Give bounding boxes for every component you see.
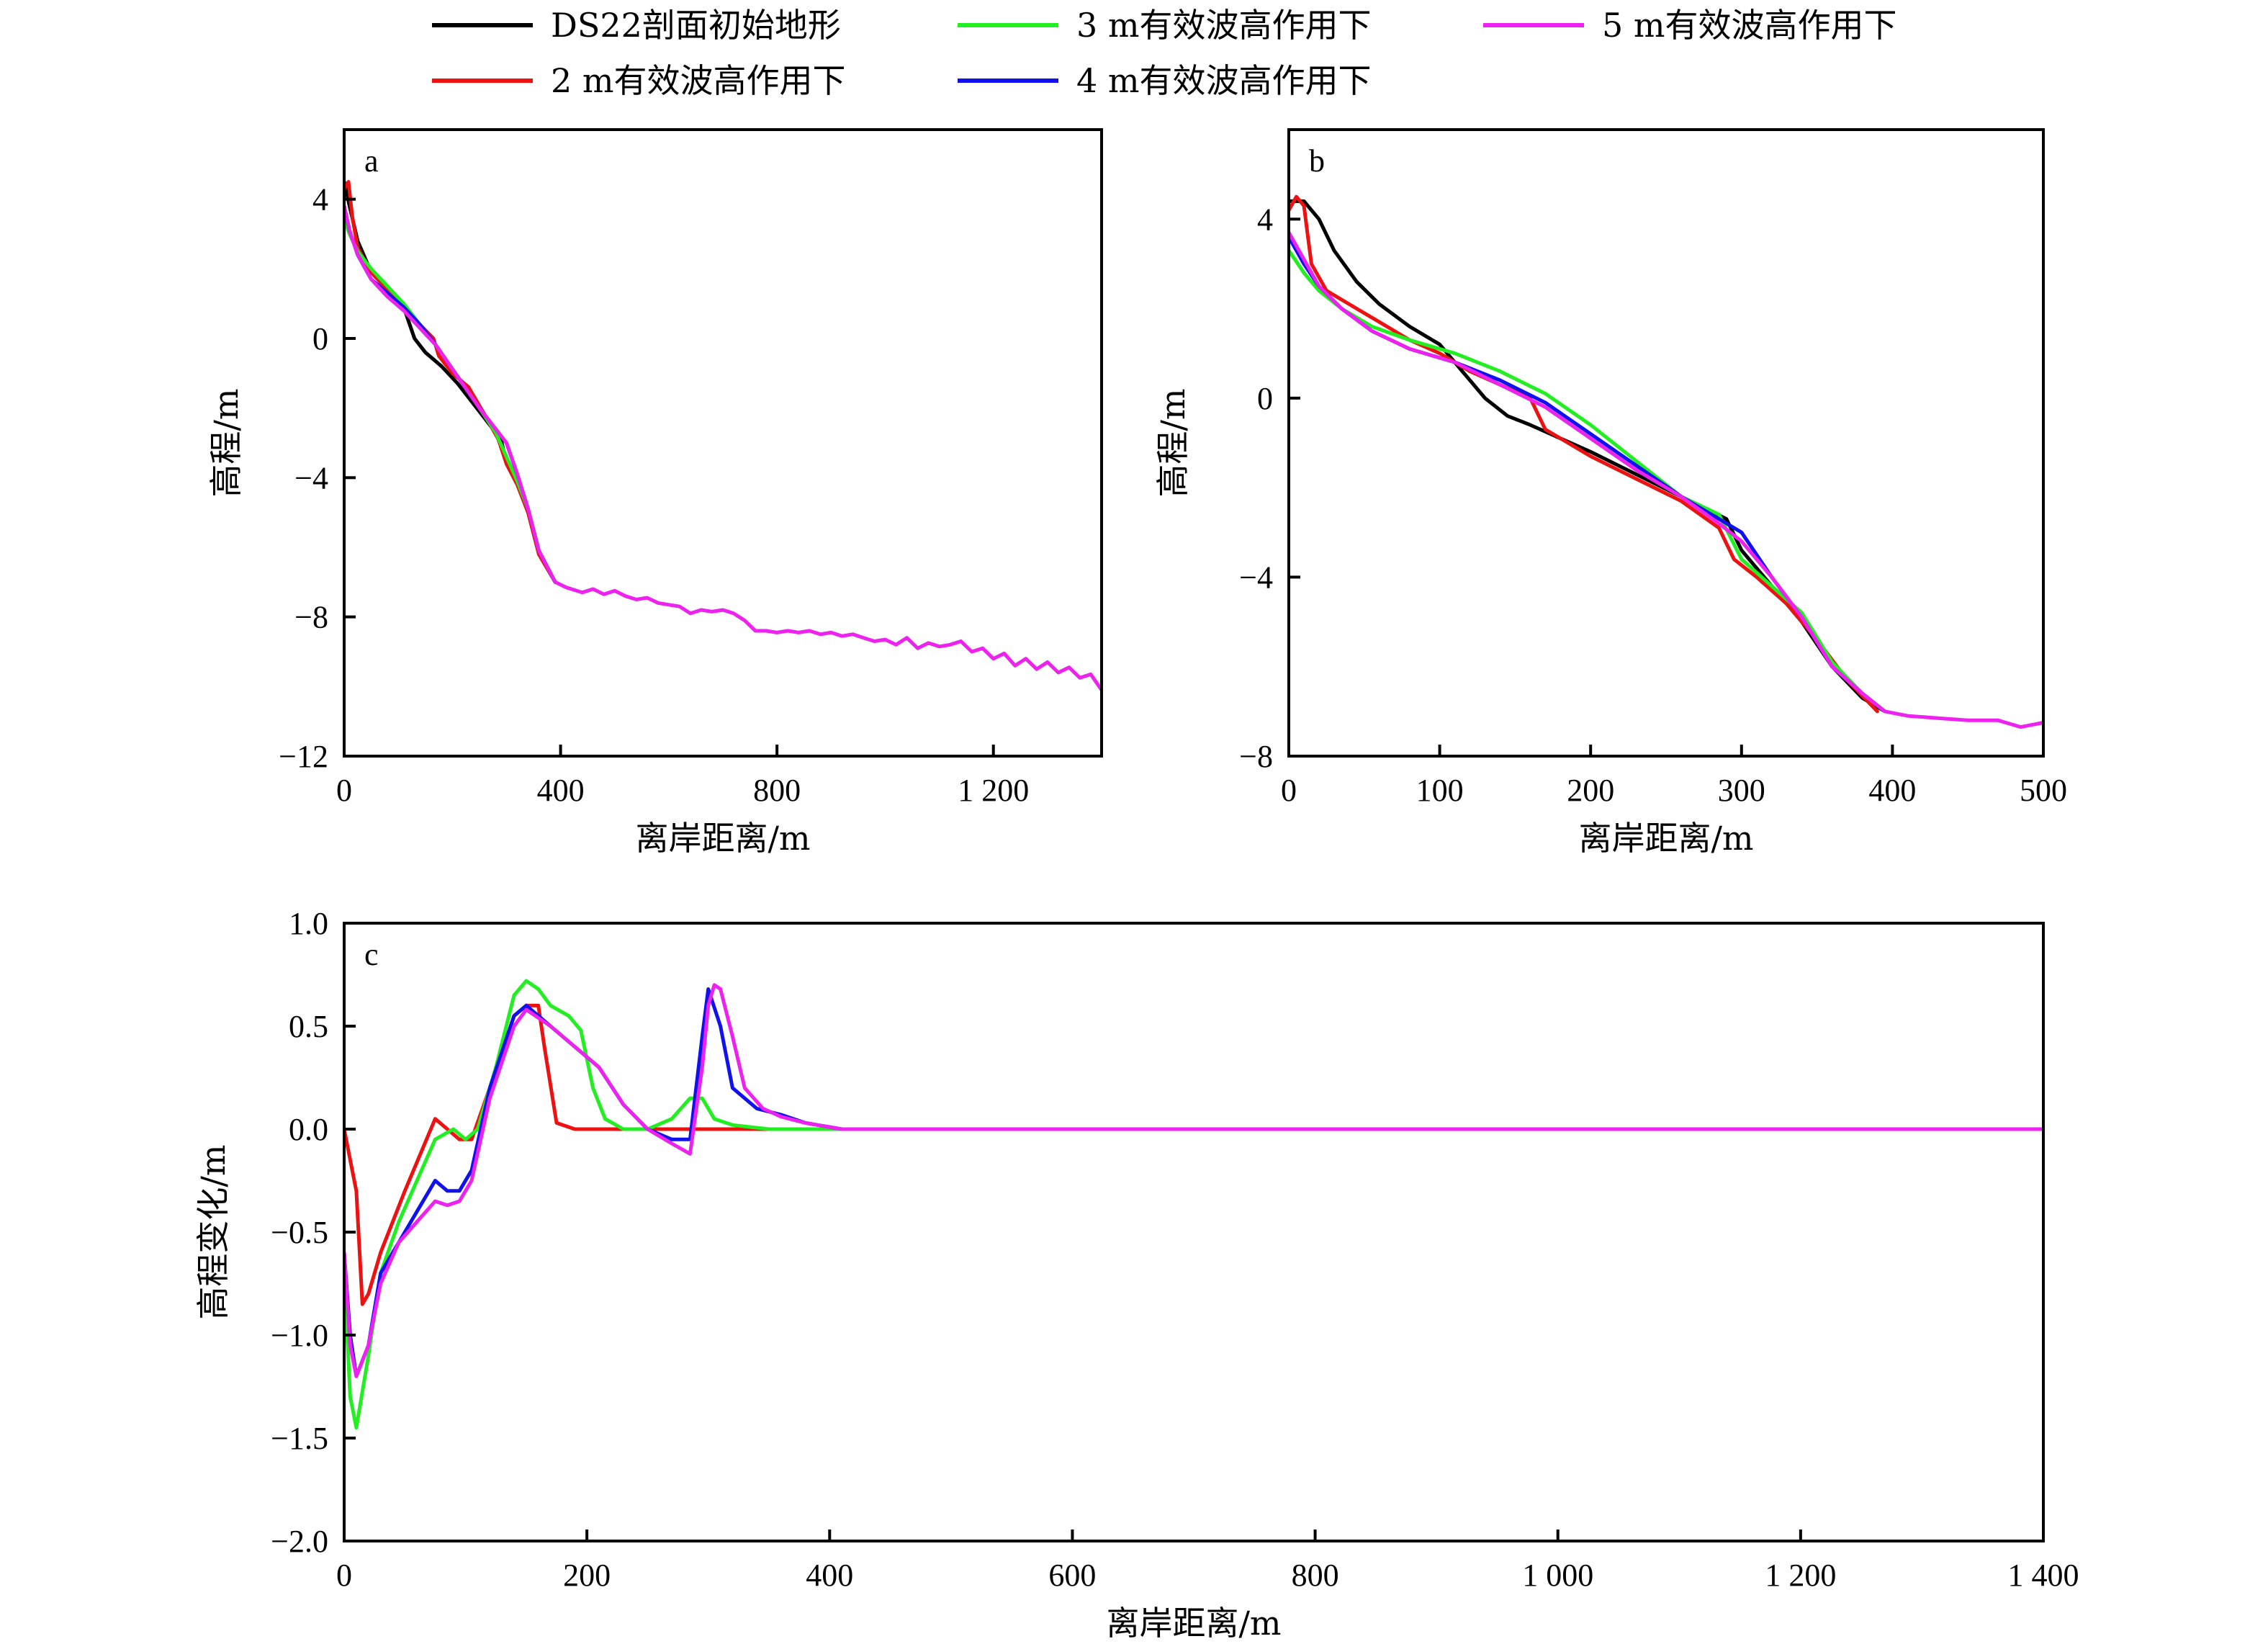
- legend-label: 3 m有效波高作用下: [1076, 6, 1372, 45]
- x-axis-title: 离岸距离/m: [1578, 819, 1753, 858]
- legend-entry: 5 m有效波高作用下: [1483, 6, 1897, 45]
- y-tick-label: −4: [294, 460, 328, 495]
- x-tick-label: 1 200: [958, 773, 1029, 808]
- x-tick-label: 1 000: [1522, 1558, 1593, 1593]
- x-axis-title: 离岸距离/m: [635, 819, 810, 858]
- legend-label: 2 m有效波高作用下: [551, 61, 846, 100]
- y-tick-label: −2.0: [271, 1524, 328, 1559]
- panel-label: b: [1309, 143, 1325, 179]
- x-tick-label: 100: [1416, 773, 1464, 808]
- series-line: [344, 180, 557, 584]
- y-tick-label: 0: [312, 321, 328, 356]
- series-line: [344, 204, 557, 584]
- chart-panel-c: 0 200 400 600 800 1 000 1 200 1 400 1.0 0.5 0.0 −0.…: [194, 906, 2079, 1643]
- x-tick-label: 1 400: [2008, 1558, 2079, 1593]
- series-line: [344, 218, 557, 584]
- y-tick-label: −0.5: [271, 1215, 328, 1250]
- series-line: [344, 983, 2043, 1378]
- series-line: [1289, 235, 1887, 714]
- x-tick-label: 300: [1718, 773, 1765, 808]
- y-tick-label: −8: [1239, 739, 1273, 774]
- x-tick-label: 0: [336, 1558, 352, 1593]
- chart-panel-a: 0 400 800 1 200 4 0 −4 −8 −12 a 离岸距离/m 高程/m: [207, 128, 1103, 858]
- y-tick-label: −1.0: [271, 1318, 328, 1353]
- y-axis-title: 高程/m: [1153, 388, 1192, 497]
- series-line: [344, 979, 2043, 1430]
- chart-panel-b: 0 100 200 300 400 500 4 0 −4 −8 b 离岸距离/m 高程/m: [1153, 128, 2067, 858]
- series-line: [1289, 199, 1887, 714]
- x-axis-title: 离岸距离/m: [1106, 1604, 1281, 1643]
- x-tick-label: 600: [1048, 1558, 1096, 1593]
- x-tick-label: 200: [563, 1558, 611, 1593]
- series-line: [1289, 194, 1879, 714]
- y-tick-label: −4: [1239, 560, 1273, 595]
- y-axis-title: 高程/m: [207, 388, 246, 497]
- x-tick-label: 800: [1292, 1558, 1339, 1593]
- x-tick-label: 400: [1868, 773, 1916, 808]
- legend-entry: 2 m有效波高作用下: [432, 61, 846, 100]
- series-group: [1289, 194, 2043, 729]
- plot-frame: [343, 128, 1103, 758]
- series-line: [344, 1003, 2043, 1306]
- y-tick-label: 0: [1257, 381, 1273, 416]
- plot-frame: [1287, 128, 2045, 758]
- panel-label: a: [364, 143, 379, 179]
- x-tick-label: 400: [806, 1558, 853, 1593]
- y-tick-label: 0.0: [289, 1112, 328, 1147]
- legend-label: 5 m有效波高作用下: [1602, 6, 1897, 45]
- plot-frame: [343, 922, 2045, 1542]
- x-tick-label: 400: [537, 773, 585, 808]
- legend: DS22剖面初始地形 3 m有效波高作用下 5 m有效波高作用下 2 m有效波高作用下…: [432, 6, 1897, 100]
- series-group: [344, 180, 1102, 692]
- series-line: [344, 180, 557, 584]
- legend-label: 4 m有效波高作用下: [1076, 61, 1372, 100]
- legend-entry: 4 m有效波高作用下: [958, 61, 1372, 100]
- series-line: [1289, 230, 2043, 729]
- series-line: [344, 987, 2043, 1378]
- legend-entry: 3 m有效波高作用下: [958, 6, 1372, 45]
- y-tick-label: −8: [294, 600, 328, 635]
- x-tick-label: 200: [1567, 773, 1614, 808]
- y-tick-label: 1.0: [289, 906, 328, 941]
- x-tick-label: 0: [1281, 773, 1297, 808]
- y-tick-label: −1.5: [271, 1421, 328, 1456]
- x-tick-label: 0: [336, 773, 352, 808]
- x-tick-label: 500: [2020, 773, 2067, 808]
- series-line: [344, 204, 1102, 692]
- y-tick-label: 0.5: [289, 1009, 328, 1044]
- series-group: [344, 979, 2043, 1430]
- panel-label: c: [364, 937, 379, 972]
- y-tick-label: 4: [312, 182, 328, 217]
- legend-entry: DS22剖面初始地形: [432, 6, 841, 45]
- y-axis-title: 高程变化/m: [194, 1144, 233, 1319]
- x-tick-label: 1 200: [1765, 1558, 1836, 1593]
- x-tick-label: 800: [753, 773, 801, 808]
- legend-label: DS22剖面初始地形: [551, 6, 841, 45]
- y-tick-label: 4: [1257, 202, 1273, 237]
- y-tick-label: −12: [279, 739, 328, 774]
